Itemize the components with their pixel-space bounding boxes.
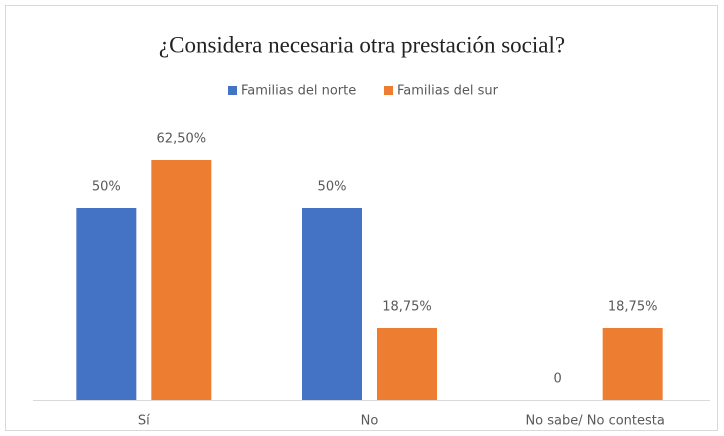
data-label: 50%: [92, 180, 121, 195]
x-tick-label: No sabe/ No contesta: [525, 414, 664, 429]
x-tick-label: Sí: [138, 414, 150, 429]
bar: [302, 208, 362, 400]
data-label: 18,75%: [608, 300, 658, 315]
legend-swatch: [228, 86, 237, 95]
data-label: 62,50%: [157, 132, 207, 147]
bar: [76, 208, 137, 400]
x-tick-label: No: [361, 414, 379, 429]
chart-title: ¿Considera necesaria otra prestación soc…: [159, 32, 565, 57]
bar: [377, 328, 437, 400]
data-label: 0: [554, 372, 562, 387]
legend-label: Familias del norte: [241, 84, 356, 99]
data-label: 50%: [318, 180, 347, 195]
legend-label: Familias del sur: [397, 84, 499, 99]
bar: [602, 328, 663, 400]
legend-swatch: [384, 86, 393, 95]
bar: [151, 160, 212, 400]
data-label: 18,75%: [382, 300, 432, 315]
